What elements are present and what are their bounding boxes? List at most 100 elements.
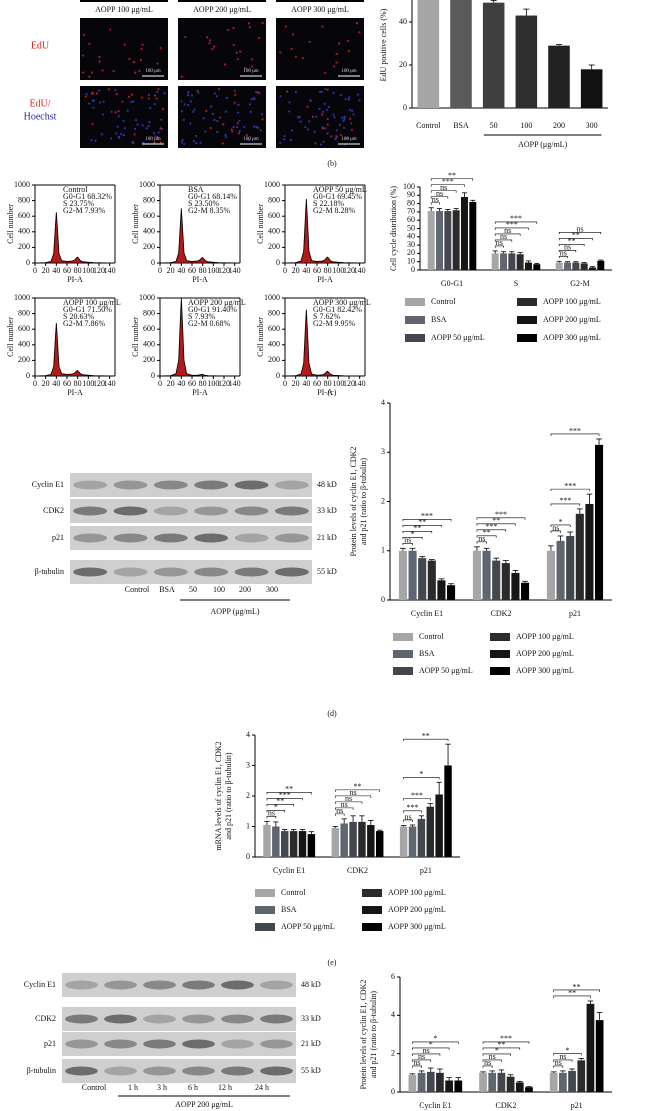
cell-nucleus <box>236 58 239 61</box>
cell-nucleus <box>153 141 156 144</box>
significance-bracket <box>482 1065 493 1068</box>
cell-nucleus <box>322 127 325 130</box>
cell-nucleus <box>91 122 94 126</box>
cell-nucleus <box>156 62 159 65</box>
cell-nucleus <box>218 87 221 91</box>
cell-nucleus <box>114 111 117 114</box>
cell-nucleus <box>156 90 159 94</box>
size-label: 33 kD <box>317 506 337 515</box>
significance-bracket <box>402 524 442 528</box>
row-label: EdU <box>31 40 50 51</box>
cell-nucleus <box>315 115 318 118</box>
bar <box>508 253 516 270</box>
cell-nucleus <box>157 87 160 91</box>
significance-bracket <box>334 795 372 798</box>
cell-nucleus <box>358 31 361 34</box>
cell-nucleus <box>147 93 151 96</box>
bar <box>491 253 499 270</box>
x-tick-label: 200 <box>553 121 565 130</box>
bar <box>417 1072 426 1092</box>
group-label: AOPP (μg/mL) <box>518 140 567 149</box>
y-axis-label: and p21 (ratio to β-tubulin) <box>369 991 378 1079</box>
cell-nucleus <box>237 103 240 106</box>
cell-nucleus <box>344 98 347 101</box>
significance-label: ns <box>440 183 447 192</box>
blot-band <box>221 980 254 990</box>
cell-nucleus <box>250 58 254 61</box>
cell-nucleus <box>110 137 113 140</box>
significance-label: ns <box>576 225 583 234</box>
significance-label: ** <box>573 982 581 991</box>
bar <box>454 1080 463 1092</box>
cell-nucleus <box>313 130 316 133</box>
cell-nucleus <box>326 123 329 126</box>
significance-bracket <box>558 249 577 253</box>
cell-nucleus <box>211 112 214 116</box>
scale-label: 100 μm <box>145 137 160 142</box>
cell-nucleus <box>321 110 325 113</box>
row-label: Hoechst <box>24 111 57 122</box>
significance-bracket <box>553 995 591 998</box>
blot-band <box>113 533 148 543</box>
cell-nucleus <box>337 42 341 45</box>
cell-nucleus <box>350 128 354 131</box>
y-tick-label: 1000 <box>264 180 280 189</box>
y-axis-label: and p21 (ratio to β-tubulin) <box>359 458 368 546</box>
cell-nucleus <box>332 113 335 116</box>
cell-nucleus <box>249 110 253 113</box>
bar <box>585 503 594 600</box>
significance-label: *** <box>485 522 497 531</box>
blot-band <box>65 1014 98 1024</box>
legend-label: AOPP 300 μg/mL <box>516 666 574 675</box>
caption: (e) <box>328 958 337 967</box>
blot-band <box>143 980 176 990</box>
legend-label: BSA <box>281 905 297 914</box>
cell-nucleus <box>247 22 251 25</box>
y-tick-label: 200 <box>268 355 280 364</box>
annotation: G0-G1 71.50% <box>63 305 112 314</box>
cell-nucleus <box>247 138 250 142</box>
significance-label: * <box>559 517 563 526</box>
x-tick-label: 80 <box>324 266 332 275</box>
band-label: CDK2 <box>43 506 64 515</box>
cell-nucleus <box>107 88 110 91</box>
cell-nucleus <box>318 107 321 110</box>
x-tick-label: 120 <box>93 379 105 388</box>
significance-bracket <box>402 518 452 522</box>
x-tick-label: 60 <box>313 266 321 275</box>
significance-bracket <box>266 792 312 795</box>
significance-label: ns <box>413 1058 420 1067</box>
cell-nucleus <box>88 75 91 78</box>
cell-nucleus <box>333 116 336 119</box>
cell-nucleus <box>204 130 207 133</box>
significance-label: *** <box>510 214 522 223</box>
y-tick-label: 2 <box>381 496 385 505</box>
blot-band <box>221 1014 254 1024</box>
cell-nucleus <box>90 139 93 142</box>
significance-bracket <box>494 239 513 242</box>
cell-nucleus <box>248 103 252 106</box>
legend-label: AOPP 200 μg/mL <box>543 315 601 324</box>
legend-label: Control <box>419 632 444 641</box>
cell-nucleus <box>350 122 353 125</box>
bar <box>435 794 443 857</box>
cell-nucleus <box>323 102 326 106</box>
bar <box>450 0 472 108</box>
y-tick-label: 10 <box>407 257 415 266</box>
significance-bracket <box>476 535 497 538</box>
legend-swatch <box>393 650 413 658</box>
significance-label: * <box>411 530 415 539</box>
size-label: 48 kD <box>317 480 337 489</box>
blot-band <box>221 1066 254 1076</box>
cell-nucleus <box>342 126 346 129</box>
y-tick-label: 0 <box>26 371 30 380</box>
cell-nucleus <box>230 128 233 131</box>
cell-nucleus <box>155 97 158 100</box>
blot-strip <box>70 499 312 523</box>
y-tick-label: 1000 <box>139 293 155 302</box>
cell-nucleus <box>236 122 239 125</box>
band-label: Cyclin E1 <box>32 480 64 489</box>
significance-bracket <box>403 738 449 742</box>
cell-nucleus <box>289 138 292 141</box>
